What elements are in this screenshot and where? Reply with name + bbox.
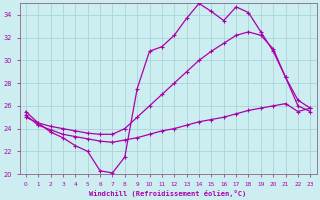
X-axis label: Windchill (Refroidissement éolien,°C): Windchill (Refroidissement éolien,°C)	[90, 190, 247, 197]
